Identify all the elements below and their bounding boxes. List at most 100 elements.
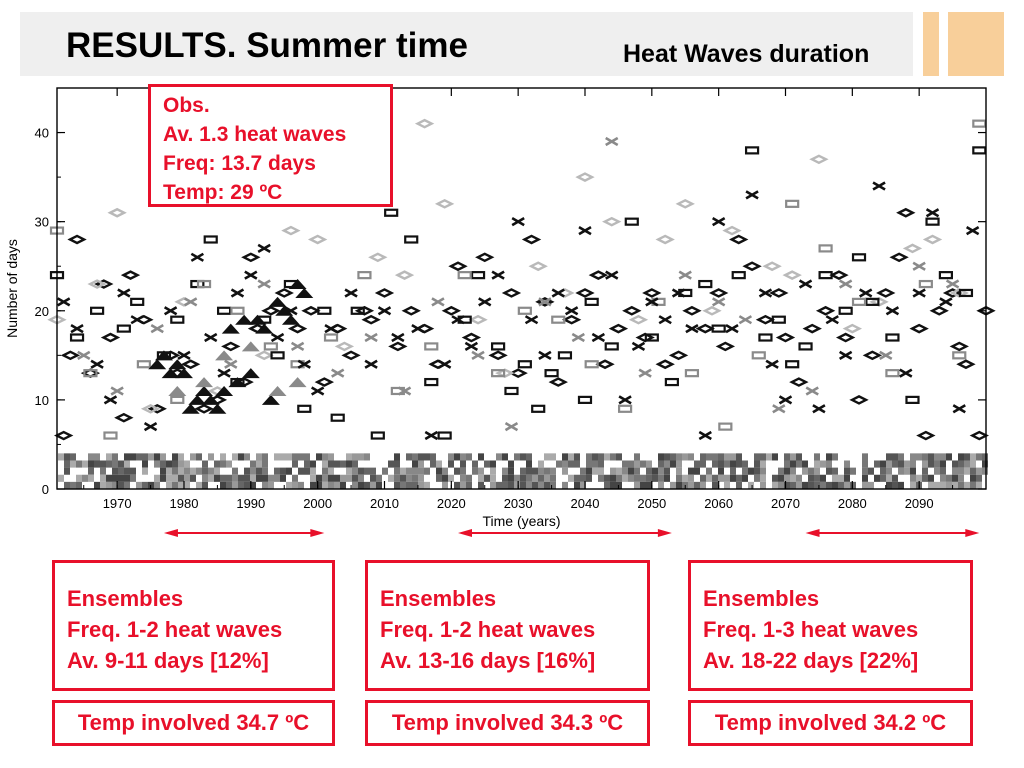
data-point-x: [103, 395, 118, 405]
band-cell: [226, 474, 232, 482]
band-cell: [406, 453, 412, 461]
band-cell: [166, 467, 172, 475]
band-cell: [664, 474, 670, 482]
data-point-diamond: [922, 234, 943, 245]
data-point-square: [958, 288, 974, 298]
x-tick-label: 2040: [571, 496, 600, 511]
data-point-x: [110, 386, 124, 396]
band-cell: [658, 460, 664, 468]
band-cell: [586, 474, 592, 482]
data-point-x: [638, 368, 652, 378]
band-cell: [454, 467, 460, 475]
band-cell: [64, 453, 70, 461]
data-point-square: [263, 342, 278, 351]
data-point-diamond: [702, 305, 722, 316]
band-cell: [316, 474, 322, 482]
band-cell: [868, 481, 874, 489]
band-cell: [160, 467, 166, 475]
data-point-triangle: [241, 341, 260, 352]
x-tick-label: 2030: [504, 496, 533, 511]
data-point-diamond: [374, 288, 395, 298]
band-cell: [406, 474, 412, 482]
data-point-diamond: [575, 172, 595, 182]
band-cell: [226, 460, 232, 468]
data-point-x: [685, 323, 699, 334]
band-cell: [178, 460, 184, 468]
band-cell: [130, 453, 136, 461]
data-point-diamond: [675, 199, 695, 209]
data-point-diamond: [461, 332, 482, 343]
band-cell: [646, 460, 652, 468]
data-point-triangle: [288, 279, 307, 290]
band-cell: [922, 467, 928, 475]
band-cell: [544, 481, 550, 489]
band-cell: [976, 474, 982, 482]
band-cell: [160, 474, 166, 482]
band-cell: [682, 453, 688, 461]
band-cell: [532, 481, 538, 489]
band-cell: [700, 481, 706, 489]
band-cell: [322, 460, 328, 468]
band-cell: [784, 474, 790, 482]
data-point-triangle: [161, 368, 180, 379]
band-cell: [622, 474, 628, 482]
data-point-diamond: [588, 270, 609, 280]
data-point-square: [544, 369, 559, 378]
temp-box-period-1: Temp involved 34.7 ºC: [52, 700, 335, 746]
band-cell: [658, 467, 664, 475]
data-point-diamond: [120, 270, 141, 280]
band-cell: [700, 460, 706, 468]
band-cell: [928, 460, 934, 468]
band-cell: [898, 481, 904, 489]
band-cell: [898, 460, 904, 468]
obs-line-temp: Temp: 29 ºC: [163, 181, 283, 204]
data-point-square: [972, 146, 987, 155]
band-cell: [436, 467, 442, 475]
x-tick-label: 2000: [303, 496, 332, 511]
band-cell: [700, 474, 706, 482]
data-point-diamond: [100, 332, 121, 343]
data-point-square: [644, 333, 659, 342]
band-cell: [142, 467, 148, 475]
band-cell: [220, 453, 226, 461]
data-point-diamond: [67, 234, 87, 245]
band-cell: [766, 453, 772, 461]
data-point-diamond: [769, 288, 789, 298]
data-point-diamond: [668, 350, 689, 361]
band-cell: [358, 453, 364, 461]
data-point-x: [745, 190, 759, 200]
band-cell: [952, 481, 958, 489]
band-cell: [412, 453, 418, 461]
band-cell: [970, 453, 976, 461]
data-point-diamond: [782, 270, 802, 280]
band-cell: [112, 453, 118, 461]
band-cell: [514, 481, 520, 489]
band-cell: [640, 460, 646, 468]
band-cell: [70, 460, 76, 468]
data-point-diamond: [956, 359, 976, 370]
band-cell: [544, 474, 550, 482]
data-point-square: [818, 244, 833, 253]
band-cell: [832, 481, 838, 489]
band-cell: [640, 474, 646, 482]
data-point-square: [684, 369, 700, 378]
data-point-x: [725, 323, 739, 334]
data-point-diamond: [488, 350, 508, 361]
data-point-square: [771, 315, 786, 324]
x-tick-label: 2020: [437, 496, 466, 511]
band-cell: [160, 460, 166, 468]
band-cell: [508, 460, 514, 468]
band-cell: [610, 453, 616, 461]
data-point-triangle: [174, 368, 193, 379]
band-cell: [742, 467, 748, 475]
band-cell: [718, 460, 724, 468]
band-cell: [274, 453, 280, 461]
band-cell: [688, 453, 694, 461]
band-cell: [778, 467, 784, 475]
data-point-diamond: [47, 314, 67, 325]
band-cell: [610, 467, 616, 475]
ensemble-box-period-1: Ensembles Freq. 1-2 heat waves Av. 9-11 …: [52, 560, 335, 691]
data-point-square: [785, 199, 800, 208]
data-point-square: [270, 351, 285, 360]
band-cell: [178, 481, 184, 489]
